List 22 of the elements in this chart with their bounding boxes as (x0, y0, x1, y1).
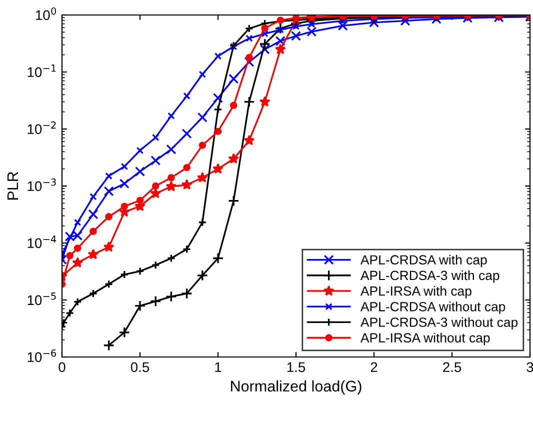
x-tick-label: 0 (58, 362, 66, 372)
y-axis-title: PLR (7, 172, 18, 200)
legend-label: APL-CRDSA with cap (360, 254, 487, 268)
legend-label: APL-CRDSA-3 without cap (360, 317, 518, 330)
legend-label: APL-IRSA with cap (360, 286, 472, 298)
x-tick-label: 2 (370, 362, 378, 372)
x-tick-label: 3 (526, 362, 533, 372)
y-tick-label: 10$^{−4}$ (28, 236, 56, 248)
y-tick-label: 10$^{−3}$ (28, 178, 56, 192)
y-tick-label: 10$^{−5}$ (28, 292, 56, 306)
y-tick-label: 10$^{−1}$ (28, 64, 56, 78)
y-tick-label: 10$^{−6}$ (28, 349, 56, 362)
x-tick-label: 1 (215, 362, 222, 372)
legend-label: APL-IRSA without cap (360, 332, 490, 346)
y-tick-label: 10$^{0}$ (36, 7, 56, 20)
x-tick-label: 0.5 (130, 362, 150, 372)
x-tick-label: 1.5 (287, 362, 306, 372)
y-tick-label: 10$^{−2}$ (28, 121, 56, 134)
legend-label: APL-CRDSA without cap (360, 302, 506, 314)
x-tick-label: 2.5 (443, 362, 462, 372)
x-axis-title: Normalized load(G) (231, 380, 362, 395)
legend-label: APL-CRDSA-3 with cap (360, 270, 500, 283)
